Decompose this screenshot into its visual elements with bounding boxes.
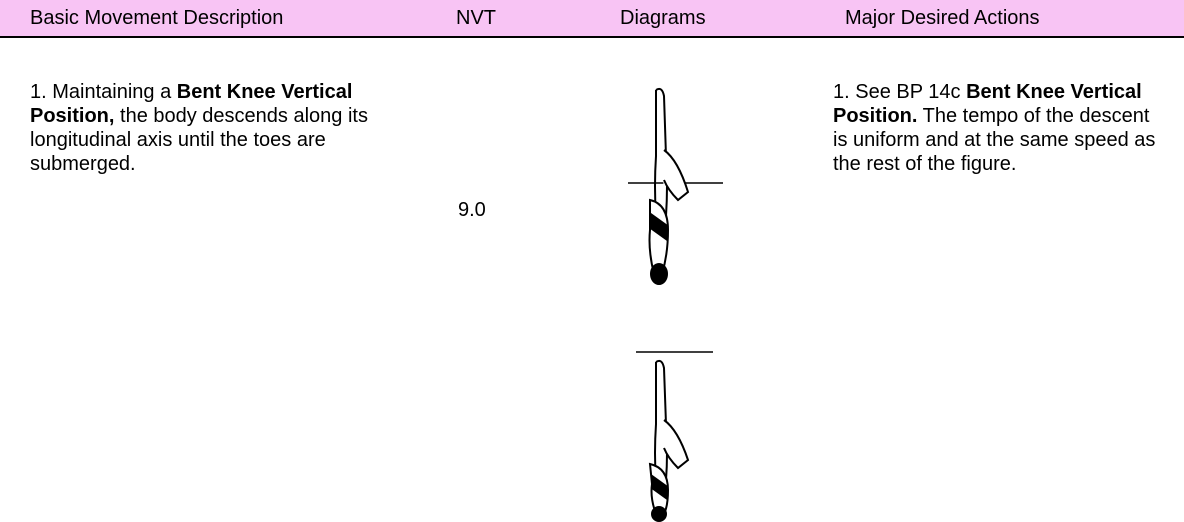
table-header: Basic Movement Description NVT Diagrams … (0, 0, 1184, 38)
header-cell: Major Desired Actions (845, 7, 1040, 29)
header-cell: NVT (456, 7, 496, 29)
text-run: Bent Knee Vertical Position, (30, 81, 358, 127)
header-cell: Basic Movement Description (30, 7, 284, 29)
description-cell: 1. Maintaining a Bent Knee Vertical Posi… (30, 80, 430, 176)
header-cell: Diagrams (620, 7, 706, 29)
text-run: Bent Knee Vertical Position. (833, 81, 1148, 127)
figure-2 (636, 351, 713, 522)
text-run: The tempo of the descent is uniform and … (833, 105, 1161, 175)
figure-1 (628, 87, 723, 285)
nvt-cell: 9.0 (458, 199, 486, 221)
text-run: the body descends along its longitudinal… (30, 105, 374, 175)
text-run: 1. Maintaining a (30, 81, 177, 103)
text-run: 1. See BP 14c (833, 81, 967, 103)
actions-cell: 1. See BP 14c Bent Knee Vertical Positio… (833, 80, 1163, 176)
